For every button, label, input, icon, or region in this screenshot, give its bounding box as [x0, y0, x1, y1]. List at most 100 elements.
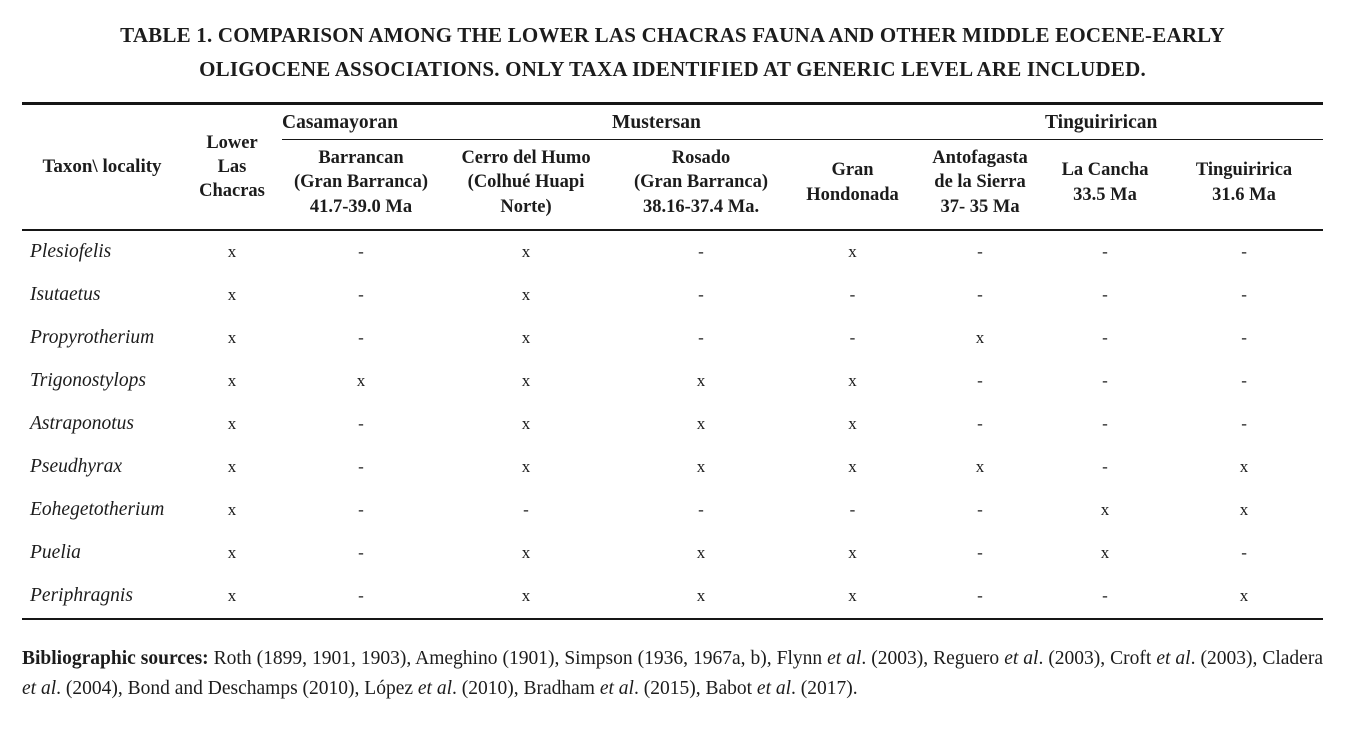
presence-cell: -: [1241, 414, 1247, 434]
presence-cell: -: [977, 371, 983, 391]
column-header-la-cancha: La Cancha 33.5 Ma: [1045, 139, 1166, 232]
presence-cell: x: [521, 242, 531, 262]
presence-cell: x: [521, 457, 531, 477]
presence-cell: x: [440, 575, 613, 621]
presence-cell: x: [696, 414, 706, 434]
presence-cell: -: [523, 500, 529, 520]
presence-cell: x: [356, 371, 366, 391]
group-header-casamayoran: Casamayoran: [282, 103, 613, 141]
presence-cell: x: [521, 543, 531, 563]
table-row: Astraponotus x - x x x - - -: [22, 403, 1323, 446]
presence-cell: -: [358, 328, 364, 348]
column-header-antofagasta: Antofagasta de la Sierra 37- 35 Ma: [915, 139, 1046, 232]
presence-cell: x: [182, 575, 282, 621]
taxon-name: Pseudhyrax: [30, 456, 123, 478]
presence-cell: -: [1241, 543, 1247, 563]
footer-text: Roth (1899, 1901, 1903), Ameghino (1901)…: [208, 648, 828, 670]
presence-cell: -: [698, 285, 704, 305]
footer-text: et al: [1156, 648, 1191, 670]
presence-cell: -: [358, 414, 364, 434]
presence-cell: x: [521, 414, 531, 434]
column-header-tinguiririca: Tinguiririca 31.6 Ma: [1165, 139, 1324, 232]
taxon-name: Trigonostylops: [30, 370, 146, 392]
presence-cell: x: [521, 285, 531, 305]
presence-cell: -: [282, 575, 440, 621]
presence-cell: -: [358, 285, 364, 305]
taxon-name: Astraponotus: [30, 413, 135, 435]
group-header-mustersan: Mustersan: [612, 103, 1046, 141]
footer-label: Bibliographic sources:: [22, 648, 209, 670]
presence-cell: x: [848, 457, 857, 477]
presence-cell: -: [358, 543, 364, 563]
presence-cell: -: [915, 575, 1046, 621]
footer-text: et al: [1004, 648, 1039, 670]
column-header-rosado: Rosado (Gran Barranca) 38.16-37.4 Ma.: [612, 139, 791, 232]
presence-cell: -: [977, 285, 983, 305]
corner-header-taxon-locality: Taxon\ locality: [22, 103, 182, 232]
footer-text: et al: [827, 648, 862, 670]
taxon-name: Puelia: [30, 542, 81, 564]
presence-cell: -: [358, 242, 364, 262]
table-row: Eohegetotherium x - - - - - x x: [22, 489, 1323, 532]
table-row: Puelia x - x x x - x -: [22, 532, 1323, 575]
footer-text: . (2003), Cladera: [1190, 648, 1323, 670]
footer-text: . (2017).: [791, 678, 858, 700]
taxon-name: Periphragnis: [22, 575, 182, 621]
table-row: Propyrotherium x - x - - x - -: [22, 317, 1323, 360]
column-header-barrancan: Barrancan (Gran Barranca) 41.7-39.0 Ma: [282, 139, 440, 232]
presence-cell: -: [1102, 285, 1108, 305]
presence-cell: x: [1100, 543, 1110, 563]
group-header-row: Taxon\ locality Lower Las Chacras Casama…: [22, 103, 1324, 232]
presence-cell: -: [977, 500, 983, 520]
presence-cell: -: [1102, 457, 1108, 477]
presence-cell: x: [975, 457, 985, 477]
presence-cell: x: [848, 414, 857, 434]
locality-header-row: Barrancan (Gran Barranca) 41.7-39.0 Ma C…: [22, 139, 1324, 232]
presence-cell: -: [1102, 414, 1108, 434]
presence-cell: -: [1241, 242, 1247, 262]
presence-cell: x: [975, 328, 985, 348]
presence-cell: -: [1102, 242, 1108, 262]
presence-cell: x: [1239, 500, 1249, 520]
presence-cell: x: [521, 371, 531, 391]
presence-cell: -: [698, 242, 704, 262]
column-header-cerro-del-humo: Cerro del Humo (Colhué Huapi Norte): [440, 139, 613, 232]
footer-text: et al: [756, 678, 792, 700]
table-title: TABLE 1. COMPARISON AMONG THE LOWER LAS …: [120, 23, 1225, 82]
bibliographic-sources: Bibliographic sources: Roth (1899, 1901,…: [22, 644, 1323, 704]
column-header-lower-las-chacras: Lower Las Chacras: [182, 103, 282, 232]
taxon-name: Isutaetus: [30, 284, 101, 306]
footer-text: et al: [599, 678, 634, 700]
footer-text: . (2010), Bradham: [452, 678, 600, 700]
presence-cell: x: [1165, 575, 1324, 621]
taxon-name: Plesiofelis: [30, 241, 112, 263]
table-row: Isutaetus x - x - - - - -: [22, 274, 1323, 317]
presence-cell: x: [696, 457, 706, 477]
presence-cell: x: [227, 242, 237, 262]
footer-text: . (2004), Bond and Deschamps (2010), Lóp…: [56, 678, 418, 700]
taxon-name: Eohegetotherium: [30, 499, 165, 521]
presence-cell: -: [977, 242, 983, 262]
presence-cell: -: [1045, 575, 1166, 621]
presence-cell: x: [1100, 500, 1110, 520]
presence-cell: -: [849, 285, 856, 305]
table-row: Plesiofelis x - x - x - - -: [22, 230, 1323, 274]
presence-cell: x: [227, 285, 237, 305]
table-row: Trigonostylops x x x x x - - -: [22, 360, 1323, 403]
presence-cell: -: [358, 500, 364, 520]
presence-cell: x: [521, 328, 531, 348]
presence-cell: x: [227, 500, 237, 520]
presence-cell: -: [1102, 328, 1108, 348]
presence-cell: x: [848, 242, 857, 262]
presence-cell: x: [227, 543, 237, 563]
presence-cell: -: [698, 328, 704, 348]
presence-cell: x: [227, 457, 237, 477]
table-row: Periphragnis x - x x x - - x: [22, 575, 1324, 621]
presence-cell: x: [1239, 457, 1249, 477]
footer-text: . (2015), Babot: [633, 678, 757, 700]
presence-cell: -: [1241, 285, 1247, 305]
presence-cell: x: [848, 371, 857, 391]
table-body: Plesiofelis x - x - x - - - Isutaetus x - x - - - - - Prop…: [22, 230, 1324, 621]
footer-text: . (2003), Croft: [1038, 648, 1157, 670]
